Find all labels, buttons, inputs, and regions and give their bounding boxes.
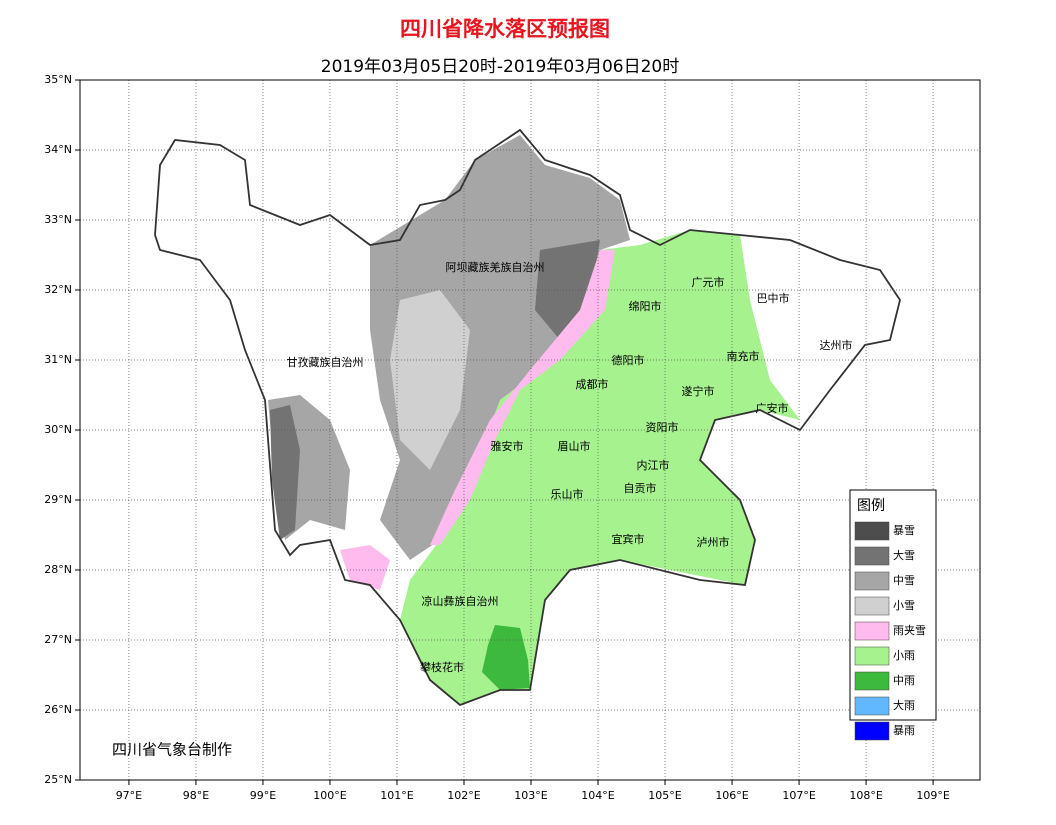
x-tick-label: 97°E xyxy=(116,789,142,802)
x-tick-label: 105°E xyxy=(648,789,681,802)
y-tick-label: 31°N xyxy=(44,353,72,366)
legend-swatch xyxy=(854,696,890,716)
x-tick-label: 107°E xyxy=(782,789,815,802)
region-label: 达州市 xyxy=(820,338,853,352)
region-label: 德阳市 xyxy=(612,353,645,367)
legend-label: 小雨 xyxy=(893,649,915,662)
province-outline xyxy=(154,128,901,707)
region-label: 自贡市 xyxy=(624,481,657,495)
legend-swatch xyxy=(854,721,890,741)
sleet-band xyxy=(430,250,615,545)
y-tick-label: 32°N xyxy=(44,283,72,296)
map-frame xyxy=(79,79,981,781)
axes: 97°E 98°E 99°E 100°E 101°E 102°E 103°E 104°E 105… xyxy=(44,73,980,802)
legend-label: 中雪 xyxy=(893,574,915,587)
y-tick-label: 27°N xyxy=(44,633,72,646)
region-label: 资阳市 xyxy=(646,420,679,434)
y-tick-label: 25°N xyxy=(44,773,72,786)
region-label: 甘孜藏族自治州 xyxy=(287,355,364,369)
region-label: 凉山彝族自治州 xyxy=(422,594,499,608)
light-rain-area xyxy=(400,230,800,705)
x-tick-label: 99°E xyxy=(250,789,276,802)
x-tick-label: 109°E xyxy=(916,789,949,802)
y-tick-label: 30°N xyxy=(44,423,72,436)
heavy-snow-area xyxy=(535,240,600,340)
region-label: 雅安市 xyxy=(491,439,524,453)
legend-title: 图例 xyxy=(857,498,885,514)
region-label: 广元市 xyxy=(692,275,725,289)
legend-swatch xyxy=(854,621,890,641)
y-tick-label: 28°N xyxy=(44,563,72,576)
x-tick-label: 106°E xyxy=(715,789,748,802)
legend-label: 暴雨 xyxy=(893,724,915,737)
legend-label: 小雪 xyxy=(893,599,915,612)
x-tick-label: 98°E xyxy=(183,789,209,802)
sleet-sw xyxy=(340,545,390,590)
y-tick-label: 34°N xyxy=(44,143,72,156)
legend-swatch xyxy=(854,596,890,616)
region-label: 宜宾市 xyxy=(612,532,645,546)
region-label: 南充市 xyxy=(727,349,760,363)
region-label: 内江市 xyxy=(637,458,670,472)
legend-swatch xyxy=(854,671,890,691)
legend-swatch xyxy=(854,546,890,566)
legend-swatch xyxy=(854,521,890,541)
sw-heavy-snow xyxy=(270,405,300,540)
region-label: 泸州市 xyxy=(697,535,730,549)
legend-label: 暴雪 xyxy=(893,524,915,537)
x-tick-label: 100°E xyxy=(313,789,346,802)
x-tick-label: 101°E xyxy=(380,789,413,802)
region-label: 遂宁市 xyxy=(682,384,715,398)
light-snow-area xyxy=(390,290,470,470)
credit: 四川省气象台制作 xyxy=(112,741,232,759)
title: 四川省降水落区预报图 xyxy=(400,17,610,41)
x-tick-label: 104°E xyxy=(581,789,614,802)
y-tick-label: 26°N xyxy=(44,703,72,716)
legend-label: 雨夹雪 xyxy=(893,624,926,637)
x-tick-label: 108°E xyxy=(849,789,882,802)
x-tick-label: 102°E xyxy=(447,789,480,802)
legend-swatch xyxy=(854,646,890,666)
legend-label: 大雪 xyxy=(893,548,915,562)
region-label: 绵阳市 xyxy=(629,299,662,313)
region-labels: 阿坝藏族羌族自治州 甘孜藏族自治州 广元市 巴中市 绵阳市 达州市 德阳市 南充… xyxy=(287,260,853,674)
region-label: 阿坝藏族羌族自治州 xyxy=(446,260,545,274)
x-tick-label: 103°E xyxy=(514,789,547,802)
y-tick-label: 33°N xyxy=(44,213,72,226)
region-label: 巴中市 xyxy=(757,291,790,305)
region-label: 广安市 xyxy=(756,401,789,415)
region-label: 成都市 xyxy=(576,377,609,391)
y-tick-label: 35°N xyxy=(44,73,72,86)
moderate-rain-area xyxy=(482,625,530,690)
legend-label: 大雨 xyxy=(893,698,915,712)
precip-areas xyxy=(268,135,800,705)
subtitle: 2019年03月05日20时-2019年03月06日20时 xyxy=(321,57,679,77)
region-label: 攀枝花市 xyxy=(420,660,464,674)
legend-label: 中雨 xyxy=(893,674,915,687)
legend-swatch xyxy=(854,571,890,591)
y-tick-label: 29°N xyxy=(44,493,72,506)
region-label: 乐山市 xyxy=(551,487,584,501)
region-label: 眉山市 xyxy=(558,439,591,453)
